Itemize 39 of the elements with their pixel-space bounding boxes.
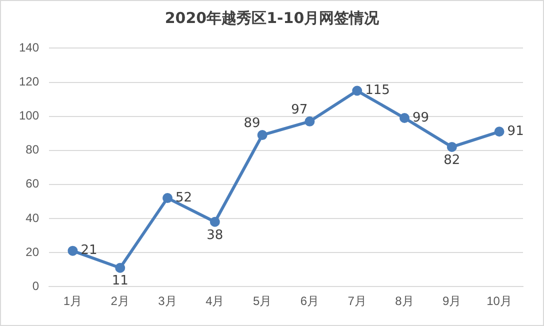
point bbox=[446, 142, 457, 152]
data-label: 38 bbox=[206, 228, 224, 243]
y-tick-label: 0 bbox=[32, 278, 40, 293]
point bbox=[400, 113, 410, 124]
data-label: 11 bbox=[112, 274, 128, 289]
data-label: 97 bbox=[291, 102, 308, 118]
point bbox=[68, 246, 78, 256]
point bbox=[162, 193, 173, 204]
x-tick-label: 5月 bbox=[252, 294, 272, 308]
x-tick-label: 2月 bbox=[110, 294, 130, 308]
data-label: 99 bbox=[412, 110, 430, 126]
y-tick-label: 40 bbox=[26, 210, 40, 225]
data-label: 21 bbox=[80, 243, 98, 258]
x-tick-label: 1月 bbox=[63, 294, 82, 308]
data-label: 91 bbox=[507, 124, 524, 140]
x-tick-label: 7月 bbox=[348, 294, 366, 308]
x-tick-label: 9月 bbox=[442, 294, 462, 308]
x-tick-label: 4月 bbox=[206, 294, 224, 308]
y-tick-label: 120 bbox=[18, 74, 40, 89]
y-tick-label: 60 bbox=[26, 176, 40, 191]
y-tick-label: 100 bbox=[18, 108, 40, 123]
data-label: 82 bbox=[444, 152, 460, 168]
x-tick-label: 3月 bbox=[158, 294, 177, 308]
chart-title: 2020年越秀区1-10月网签情况 bbox=[164, 9, 380, 28]
point bbox=[257, 130, 268, 140]
point bbox=[210, 216, 220, 227]
point bbox=[494, 126, 504, 137]
x-tick-label: 8月 bbox=[395, 294, 414, 308]
x-tick-label: 6月 bbox=[300, 294, 320, 308]
y-tick-label: 80 bbox=[26, 142, 40, 157]
data-label: 89 bbox=[244, 116, 260, 131]
point bbox=[115, 262, 126, 273]
point bbox=[304, 116, 315, 126]
x-tick-label: 10月 bbox=[486, 294, 512, 308]
data-label: 52 bbox=[176, 190, 192, 206]
point bbox=[352, 86, 362, 96]
y-tick-label: 140 bbox=[18, 40, 40, 55]
data-label: 115 bbox=[365, 83, 390, 98]
y-tick-label: 20 bbox=[26, 244, 40, 259]
